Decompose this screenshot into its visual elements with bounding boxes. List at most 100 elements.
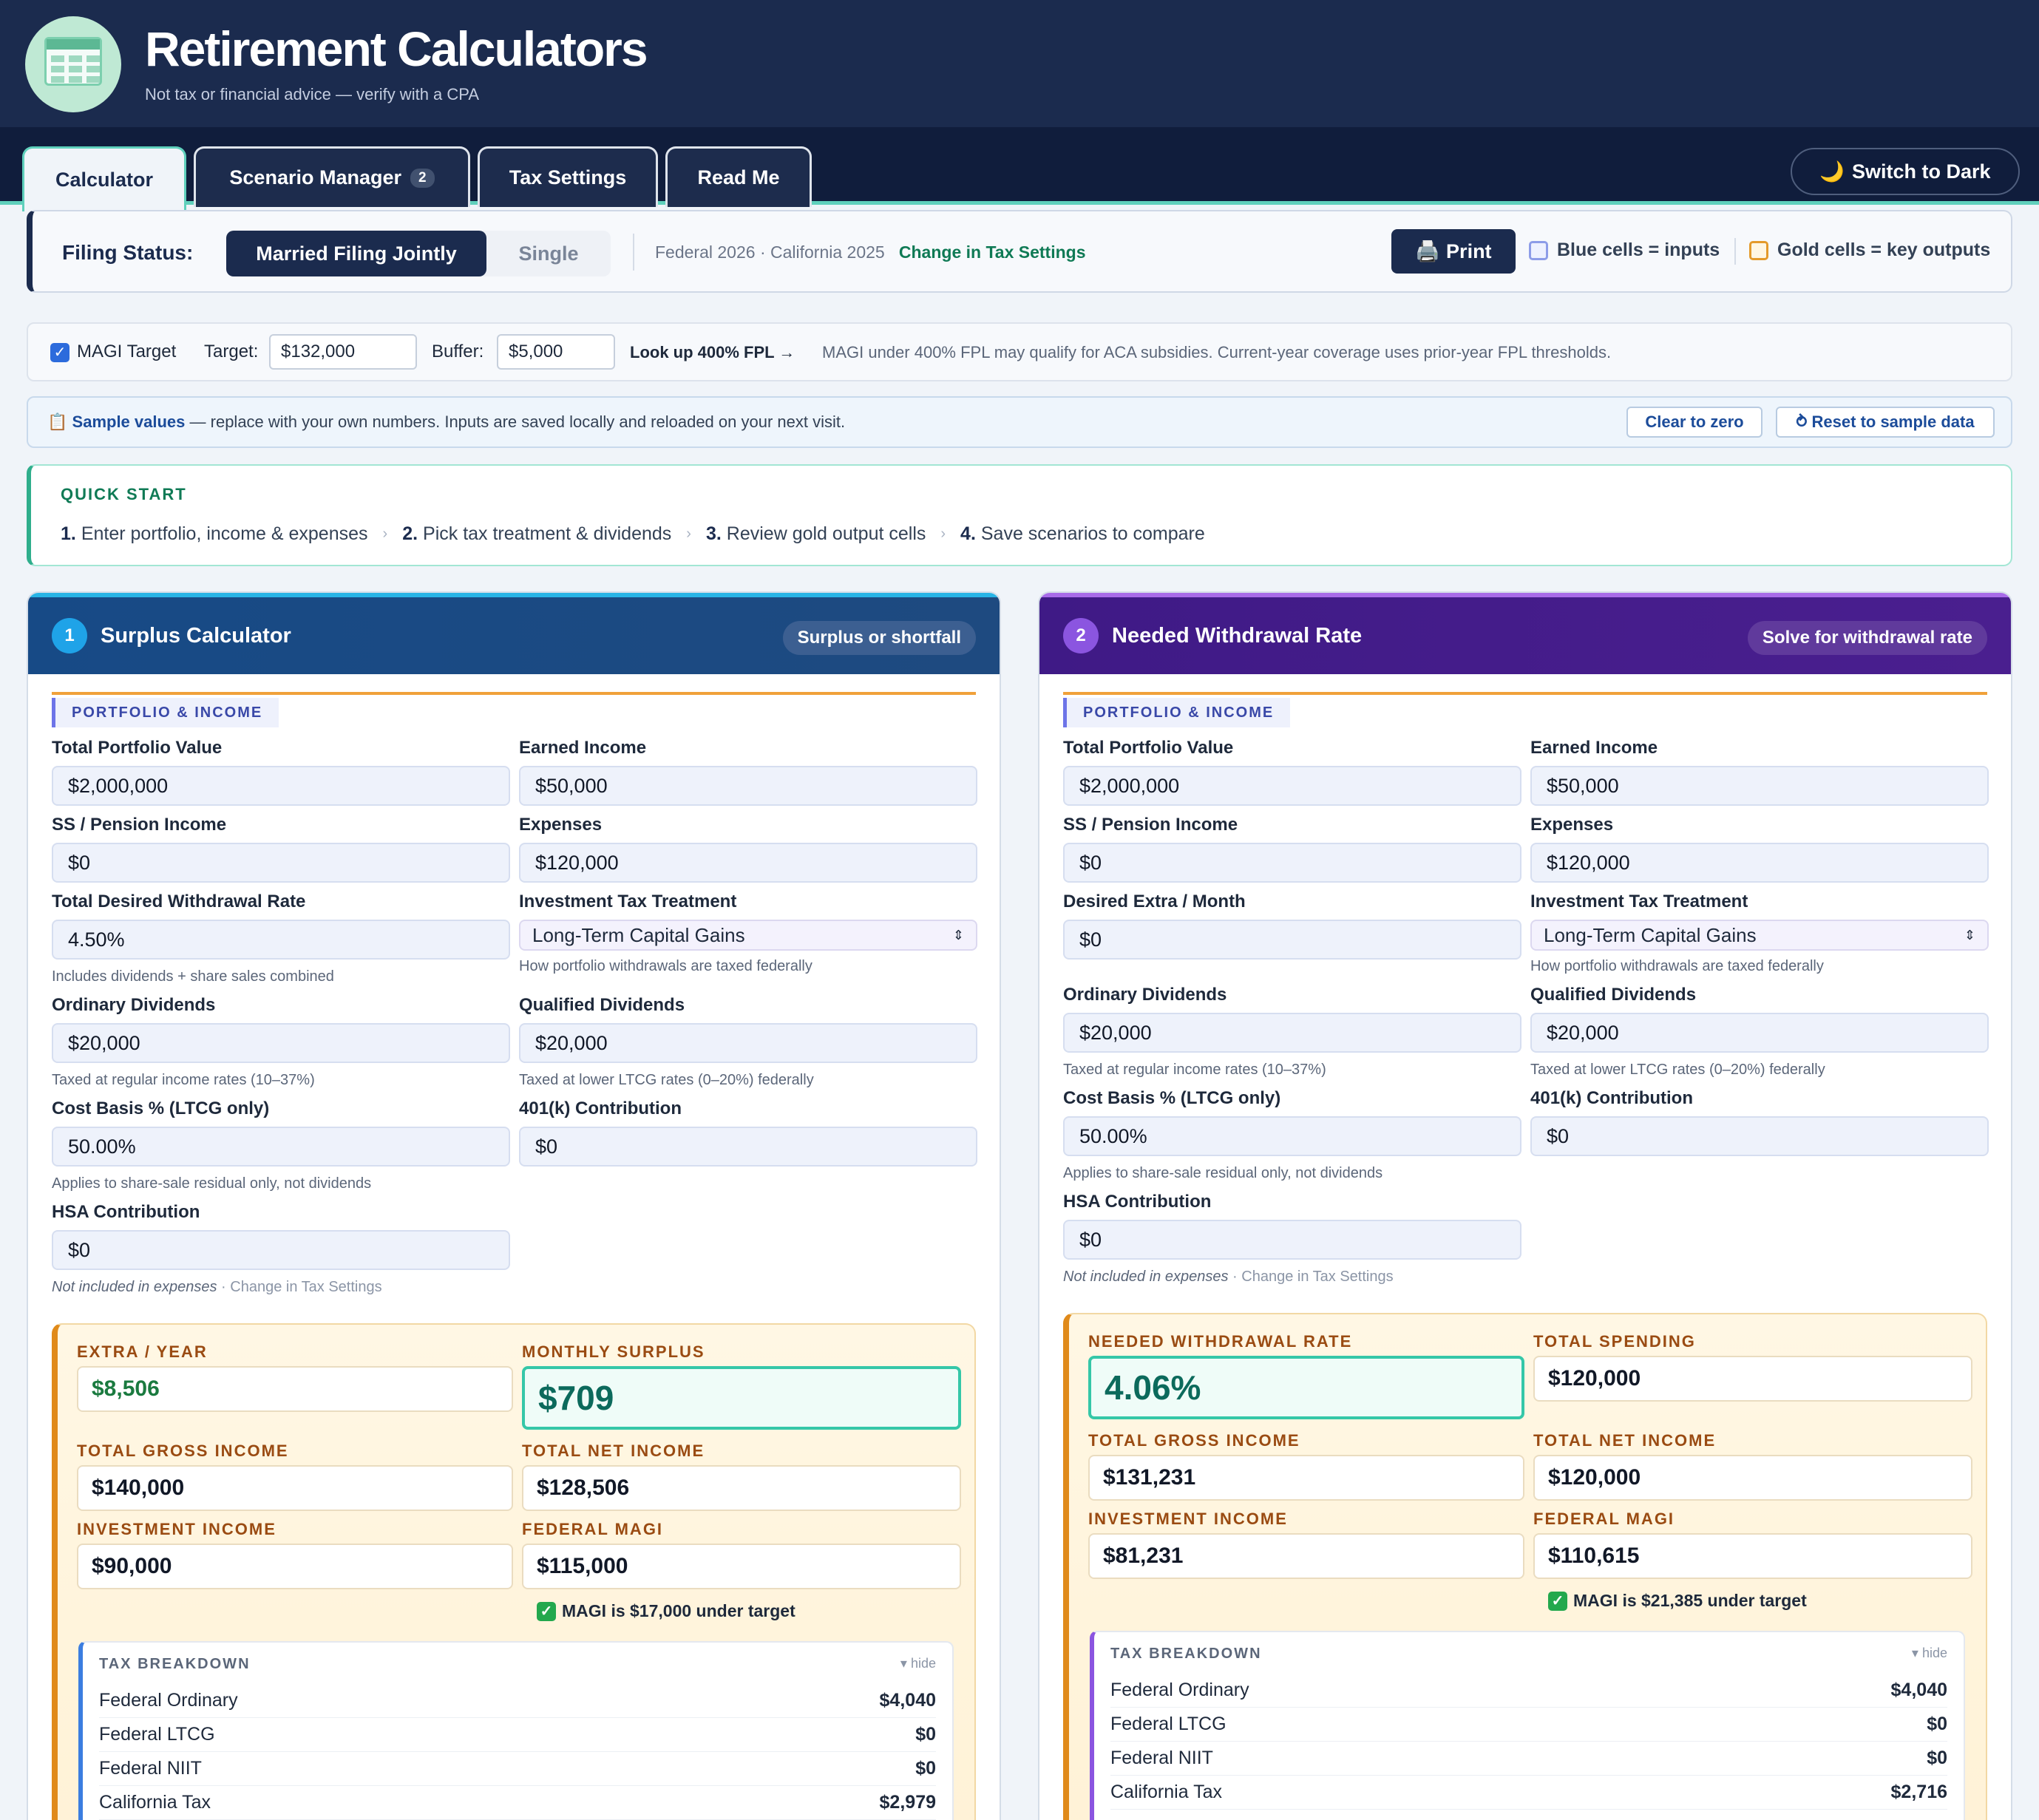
legend-inputs: Blue cells = inputs — [1529, 240, 1720, 261]
legend-outputs-label: Gold cells = key outputs — [1777, 240, 1991, 260]
sample-text: — replace with your own numbers. Inputs … — [185, 412, 846, 431]
expenses-input[interactable]: $120,000 — [519, 843, 977, 883]
ss-pension-input[interactable]: $0 — [52, 843, 510, 883]
portfolio-input[interactable]: $2,000,000 — [52, 766, 510, 806]
hsa-hint: Not included in expenses · Change in Tax… — [52, 1279, 382, 1295]
magi-target-bar: ✓ MAGI Target Target: $132,000 Buffer: $… — [27, 322, 2012, 381]
change-tax-settings-link[interactable]: Change in Tax Settings — [898, 242, 1086, 262]
sample-bold: Sample values — [72, 412, 186, 431]
ordinary-dividends-input[interactable]: $20,000 — [1063, 1013, 1521, 1053]
filing-status-bar: Filing Status: Married Filing Jointly Si… — [27, 210, 2012, 293]
app-title: Retirement Calculators — [145, 21, 648, 76]
surplus-panel-header: 1 Surplus Calculator Surplus or shortfal… — [28, 593, 1000, 674]
portfolio-label: Total Portfolio Value — [1063, 738, 1234, 758]
magi-buffer-input[interactable]: $5,000 — [497, 334, 615, 370]
sample-message: 📋 Sample values — replace with your own … — [47, 412, 845, 432]
tax-row: Federal Ordinary $4,040 — [1110, 1674, 1947, 1708]
hide-toggle[interactable]: ▾ hide — [1911, 1646, 1947, 1660]
tax-treatment-hint: How portfolio withdrawals are taxed fede… — [1530, 958, 1824, 974]
ordinary-dividends-hint: Taxed at regular income rates (10–37%) — [1063, 1062, 1326, 1078]
investment-income-value: $81,231 — [1088, 1533, 1524, 1579]
tab-calculator[interactable]: Calculator — [22, 146, 186, 211]
switch-dark-button[interactable]: 🌙 Switch to Dark — [1791, 148, 2020, 195]
magi-target-checkbox[interactable]: ✓ — [50, 343, 69, 362]
401k-input[interactable]: $0 — [1530, 1116, 1989, 1156]
tax-treatment-select[interactable]: Long-Term Capital Gains ⇕ — [1530, 920, 1989, 951]
tab-read-me[interactable]: Read Me — [665, 146, 812, 207]
tax-row: Federal Ordinary $4,040 — [99, 1684, 936, 1718]
investment-income-value: $90,000 — [77, 1544, 513, 1589]
tax-row: Federal LTCG $0 — [1110, 1708, 1947, 1742]
extra-year-value: $8,506 — [77, 1366, 513, 1412]
ss-pension-label: SS / Pension Income — [52, 815, 227, 835]
earned-income-label: Earned Income — [1530, 738, 1658, 758]
earned-income-input[interactable]: $50,000 — [519, 766, 977, 806]
sample-values-bar: 📋 Sample values — replace with your own … — [27, 396, 2012, 448]
investment-income-label: INVESTMENT INCOME — [1088, 1510, 1288, 1528]
expenses-input[interactable]: $120,000 — [1530, 843, 1989, 883]
earned-income-input[interactable]: $50,000 — [1530, 766, 1989, 806]
401k-label: 401(k) Contribution — [1530, 1088, 1693, 1108]
withdrawal-rate-input[interactable]: 4.50% — [52, 920, 510, 960]
magi-status-text: MAGI is $21,385 under target — [1573, 1591, 1807, 1610]
check-icon: ✓ — [537, 1601, 556, 1621]
cost-basis-hint: Applies to share-sale residual only, not… — [1063, 1165, 1383, 1181]
gross-income-value: $131,231 — [1088, 1455, 1524, 1501]
filing-option-single[interactable]: Single — [518, 242, 579, 265]
lookup-fpl-link[interactable]: Look up 400% FPL → — [630, 343, 795, 361]
tab-bar: Calculator Scenario Manager 2 Tax Setting… — [0, 127, 2039, 211]
net-income-label: TOTAL NET INCOME — [522, 1442, 705, 1460]
filing-option-mfj[interactable]: Married Filing Jointly — [226, 231, 486, 276]
ss-pension-input[interactable]: $0 — [1063, 843, 1521, 883]
magi-note: MAGI under 400% FPL may qualify for ACA … — [822, 343, 1612, 361]
filing-status-label: Filing Status: — [62, 241, 194, 264]
surplus-calculator-panel: 1 Surplus Calculator Surplus or shortfal… — [27, 591, 1001, 1820]
reset-sample-button[interactable]: ⥁ Reset to sample data — [1776, 407, 1995, 438]
needed-withdrawal-panel: 2 Needed Withdrawal Rate Solve for withd… — [1038, 591, 2012, 1820]
needed-rate-value: 4.06% — [1088, 1356, 1524, 1419]
tab-scenario-manager[interactable]: Scenario Manager 2 — [194, 146, 470, 207]
tax-treatment-select[interactable]: Long-Term Capital Gains ⇕ — [519, 920, 977, 951]
target-label: Target: — [204, 342, 259, 361]
scenario-count-badge: 2 — [410, 168, 435, 188]
tab-tax-settings[interactable]: Tax Settings — [478, 146, 658, 207]
tab-label: Scenario Manager — [229, 166, 401, 189]
401k-label: 401(k) Contribution — [519, 1099, 682, 1118]
qualified-dividends-input[interactable]: $20,000 — [519, 1023, 977, 1063]
portfolio-label: Total Portfolio Value — [52, 738, 223, 758]
withdrawal-rate-hint: Includes dividends + share sales combine… — [52, 968, 334, 985]
tax-breakdown: TAX BREAKDOWN ▾ hide Federal Ordinary $4,… — [1090, 1631, 1965, 1820]
tab-label: Calculator — [55, 169, 154, 191]
cost-basis-input[interactable]: 50.00% — [52, 1127, 510, 1167]
hsa-input[interactable]: $0 — [1063, 1220, 1521, 1260]
chevron-right-icon: › — [940, 526, 946, 542]
print-button[interactable]: 🖨️ Print — [1391, 229, 1516, 274]
magi-target-input[interactable]: $132,000 — [269, 334, 417, 370]
hsa-label: HSA Contribution — [52, 1202, 200, 1222]
tax-treatment-label: Investment Tax Treatment — [519, 892, 737, 911]
hsa-input[interactable]: $0 — [52, 1230, 510, 1270]
buffer-label: Buffer: — [432, 342, 484, 361]
section-tag: PORTFOLIO & INCOME — [1063, 698, 1291, 727]
needed-rate-label: NEEDED WITHDRAWAL RATE — [1088, 1332, 1353, 1351]
legend-inputs-label: Blue cells = inputs — [1557, 240, 1720, 260]
qualified-dividends-hint: Taxed at lower LTCG rates (0–20%) federa… — [1530, 1062, 1825, 1078]
switch-dark-label: Switch to Dark — [1852, 160, 1991, 183]
cost-basis-input[interactable]: 50.00% — [1063, 1116, 1521, 1156]
qualified-dividends-input[interactable]: $20,000 — [1530, 1013, 1989, 1053]
tax-row: California Tax $2,979 — [99, 1786, 936, 1820]
clear-to-zero-button[interactable]: Clear to zero — [1626, 407, 1763, 438]
desired-extra-input[interactable]: $0 — [1063, 920, 1521, 960]
quick-start-steps: 1. Enter portfolio, income & expenses › … — [61, 523, 1205, 545]
portfolio-input[interactable]: $2,000,000 — [1063, 766, 1521, 806]
ordinary-dividends-input[interactable]: $20,000 — [52, 1023, 510, 1063]
gold-square-icon — [1749, 240, 1768, 260]
net-income-label: TOTAL NET INCOME — [1533, 1431, 1717, 1450]
401k-input[interactable]: $0 — [519, 1127, 977, 1167]
net-income-value: $128,506 — [522, 1465, 961, 1511]
gross-income-value: $140,000 — [77, 1465, 513, 1511]
separator-dot: · — [759, 242, 766, 262]
tax-breakdown-title: TAX BREAKDOWN — [1110, 1646, 1262, 1662]
hide-toggle[interactable]: ▾ hide — [900, 1656, 936, 1671]
gross-income-label: TOTAL GROSS INCOME — [1088, 1431, 1300, 1450]
